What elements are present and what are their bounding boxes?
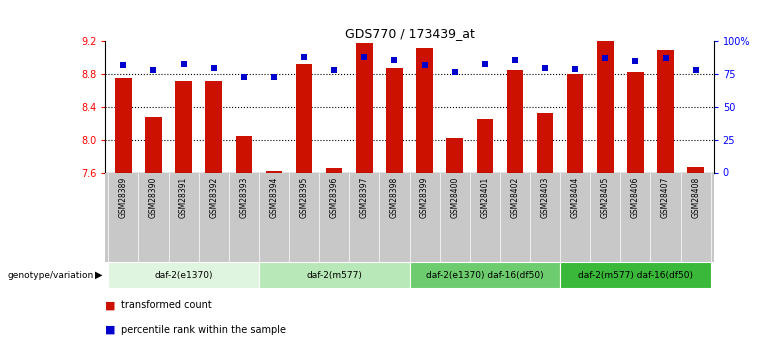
- Text: GSM28405: GSM28405: [601, 177, 610, 218]
- Bar: [560, 262, 711, 288]
- Point: [479, 61, 491, 67]
- Bar: [597, 41, 614, 172]
- Text: daf-2(m577): daf-2(m577): [307, 270, 362, 280]
- Point: [298, 55, 310, 60]
- Point: [629, 58, 642, 64]
- Bar: [477, 119, 493, 172]
- Text: GSM28393: GSM28393: [239, 177, 248, 218]
- Text: GSM28394: GSM28394: [269, 177, 278, 218]
- Text: GSM28408: GSM28408: [691, 177, 700, 218]
- Bar: [326, 168, 342, 172]
- Bar: [687, 167, 704, 172]
- Text: GSM28396: GSM28396: [330, 177, 339, 218]
- Text: GSM28389: GSM28389: [119, 177, 128, 218]
- Point: [659, 56, 672, 61]
- Point: [388, 57, 401, 62]
- Point: [509, 57, 521, 62]
- Point: [690, 68, 702, 73]
- Text: GSM28392: GSM28392: [209, 177, 218, 218]
- Bar: [145, 117, 161, 172]
- Text: daf-2(e1370) daf-16(df50): daf-2(e1370) daf-16(df50): [426, 270, 544, 280]
- Bar: [507, 70, 523, 172]
- Point: [599, 56, 612, 61]
- Point: [358, 55, 370, 60]
- Point: [207, 65, 220, 70]
- Text: GSM28406: GSM28406: [631, 177, 640, 218]
- Bar: [567, 74, 583, 172]
- Text: genotype/variation: genotype/variation: [8, 270, 94, 280]
- Bar: [446, 138, 463, 172]
- Bar: [627, 72, 643, 172]
- Bar: [108, 262, 259, 288]
- Text: GSM28403: GSM28403: [541, 177, 550, 218]
- Point: [117, 62, 129, 68]
- Text: ■: ■: [105, 325, 115, 335]
- Text: GSM28402: GSM28402: [510, 177, 519, 218]
- Text: percentile rank within the sample: percentile rank within the sample: [121, 325, 286, 335]
- Point: [539, 65, 551, 70]
- Text: daf-2(e1370): daf-2(e1370): [154, 270, 213, 280]
- Bar: [410, 262, 560, 288]
- Bar: [356, 43, 373, 172]
- Bar: [259, 262, 410, 288]
- Bar: [658, 50, 674, 172]
- Text: ■: ■: [105, 300, 115, 310]
- Point: [268, 74, 280, 80]
- Text: GSM28407: GSM28407: [661, 177, 670, 218]
- Text: GSM28395: GSM28395: [300, 177, 309, 218]
- Bar: [176, 81, 192, 172]
- Text: ▶: ▶: [95, 270, 103, 280]
- Bar: [386, 68, 402, 172]
- Bar: [205, 81, 222, 172]
- Point: [448, 69, 461, 74]
- Bar: [266, 171, 282, 172]
- Text: GSM28400: GSM28400: [450, 177, 459, 218]
- Text: transformed count: transformed count: [121, 300, 211, 310]
- Text: GSM28397: GSM28397: [360, 177, 369, 218]
- Point: [418, 62, 431, 68]
- Text: GSM28401: GSM28401: [480, 177, 489, 218]
- Point: [569, 66, 581, 72]
- Point: [238, 74, 250, 80]
- Bar: [105, 172, 714, 262]
- Bar: [296, 63, 312, 172]
- Text: GSM28391: GSM28391: [179, 177, 188, 218]
- Bar: [115, 78, 132, 172]
- Point: [328, 68, 340, 73]
- Bar: [417, 48, 433, 172]
- Text: GSM28399: GSM28399: [420, 177, 429, 218]
- Text: GSM28404: GSM28404: [571, 177, 580, 218]
- Bar: [236, 136, 252, 172]
- Title: GDS770 / 173439_at: GDS770 / 173439_at: [345, 27, 474, 40]
- Point: [177, 61, 190, 67]
- Bar: [537, 113, 553, 172]
- Text: GSM28398: GSM28398: [390, 177, 399, 218]
- Point: [147, 68, 160, 73]
- Text: GSM28390: GSM28390: [149, 177, 158, 218]
- Text: daf-2(m577) daf-16(df50): daf-2(m577) daf-16(df50): [578, 270, 693, 280]
